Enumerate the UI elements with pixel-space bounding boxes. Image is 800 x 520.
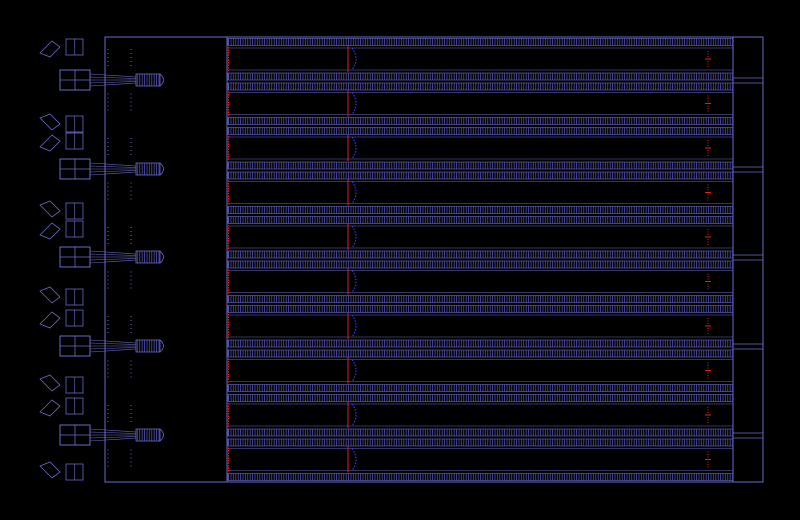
return-track <box>89 82 137 87</box>
return-cap <box>159 428 164 442</box>
gutter <box>227 206 734 214</box>
target-arrows <box>351 359 357 382</box>
target-arrows <box>351 92 357 115</box>
return-cap <box>159 162 164 176</box>
gutter <box>227 117 734 125</box>
seat-group <box>39 220 84 240</box>
ball-return <box>59 69 164 91</box>
seat-group <box>39 113 84 133</box>
gutter <box>227 384 734 392</box>
gutter <box>227 127 734 135</box>
chair <box>39 134 61 152</box>
return-hood <box>135 162 161 176</box>
return-track <box>89 73 137 78</box>
return-cap <box>159 73 164 87</box>
gutter <box>227 260 734 269</box>
ball-return <box>59 158 164 180</box>
pin-deck-frame <box>732 36 764 483</box>
seat-group <box>39 132 84 152</box>
seat-group <box>39 309 84 329</box>
return-track <box>89 259 137 264</box>
gutter <box>227 305 734 313</box>
return-track <box>89 81 137 84</box>
gutter <box>227 428 734 437</box>
target-arrows <box>351 225 357 249</box>
target-arrows <box>351 47 357 71</box>
return-track <box>89 348 137 353</box>
return-cap <box>159 339 164 353</box>
gutter <box>227 82 734 91</box>
return-cap <box>159 250 164 264</box>
return-hood <box>135 250 161 264</box>
return-track <box>89 171 137 176</box>
target-arrows <box>351 181 357 204</box>
return-track <box>89 170 137 173</box>
return-track <box>89 436 137 439</box>
return-track <box>89 428 137 433</box>
target-arrows <box>351 314 357 338</box>
seat-group <box>39 461 84 481</box>
gutter <box>227 349 734 358</box>
gutter <box>227 339 734 348</box>
gutter <box>227 394 734 402</box>
return-track <box>89 258 137 261</box>
return-track <box>89 437 137 442</box>
chair <box>39 399 61 417</box>
chair <box>39 40 61 58</box>
chair <box>39 461 61 479</box>
seat-group <box>39 286 84 306</box>
gutter <box>227 171 734 180</box>
seat-group <box>39 397 84 417</box>
chair <box>39 311 61 329</box>
return-hood <box>135 339 161 353</box>
return-hood <box>135 428 161 442</box>
target-arrows <box>351 136 357 160</box>
return-track <box>89 339 137 344</box>
return-track <box>89 162 137 167</box>
gutter <box>227 161 734 170</box>
gutter <box>227 295 734 303</box>
gutter <box>227 38 734 46</box>
gutter <box>227 250 734 259</box>
chair <box>39 200 61 218</box>
gutter <box>227 473 734 481</box>
target-arrows <box>351 448 357 471</box>
target-arrows <box>351 270 357 293</box>
ball-return <box>59 424 164 446</box>
target-arrows <box>351 403 357 427</box>
gutter <box>227 216 734 224</box>
chair <box>39 374 61 392</box>
seat-group <box>39 374 84 394</box>
return-track <box>89 342 137 345</box>
return-track <box>89 347 137 350</box>
seat-group <box>39 38 84 58</box>
seat-group <box>39 200 84 220</box>
return-hood <box>135 73 161 87</box>
gutter <box>227 72 734 81</box>
chair <box>39 222 61 240</box>
return-track <box>89 165 137 168</box>
return-track <box>89 431 137 434</box>
chair <box>39 286 61 304</box>
return-track <box>89 76 137 79</box>
return-track <box>89 253 137 256</box>
ball-return <box>59 335 164 357</box>
chair <box>39 113 61 131</box>
ball-return <box>59 246 164 268</box>
gutter <box>227 438 734 447</box>
return-track <box>89 250 137 255</box>
